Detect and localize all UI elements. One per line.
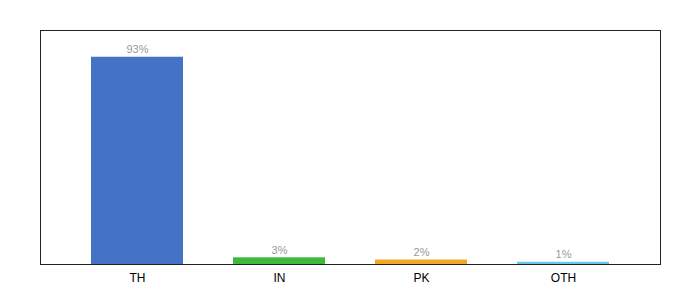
svg-text:3%: 3% — [272, 244, 288, 256]
svg-text:OTH: OTH — [551, 271, 576, 285]
svg-text:IN: IN — [274, 271, 286, 285]
svg-text:PK: PK — [413, 271, 429, 285]
svg-text:TH: TH — [130, 271, 146, 285]
svg-text:1%: 1% — [556, 248, 572, 260]
svg-text:93%: 93% — [126, 43, 148, 55]
svg-text:2%: 2% — [414, 246, 430, 258]
